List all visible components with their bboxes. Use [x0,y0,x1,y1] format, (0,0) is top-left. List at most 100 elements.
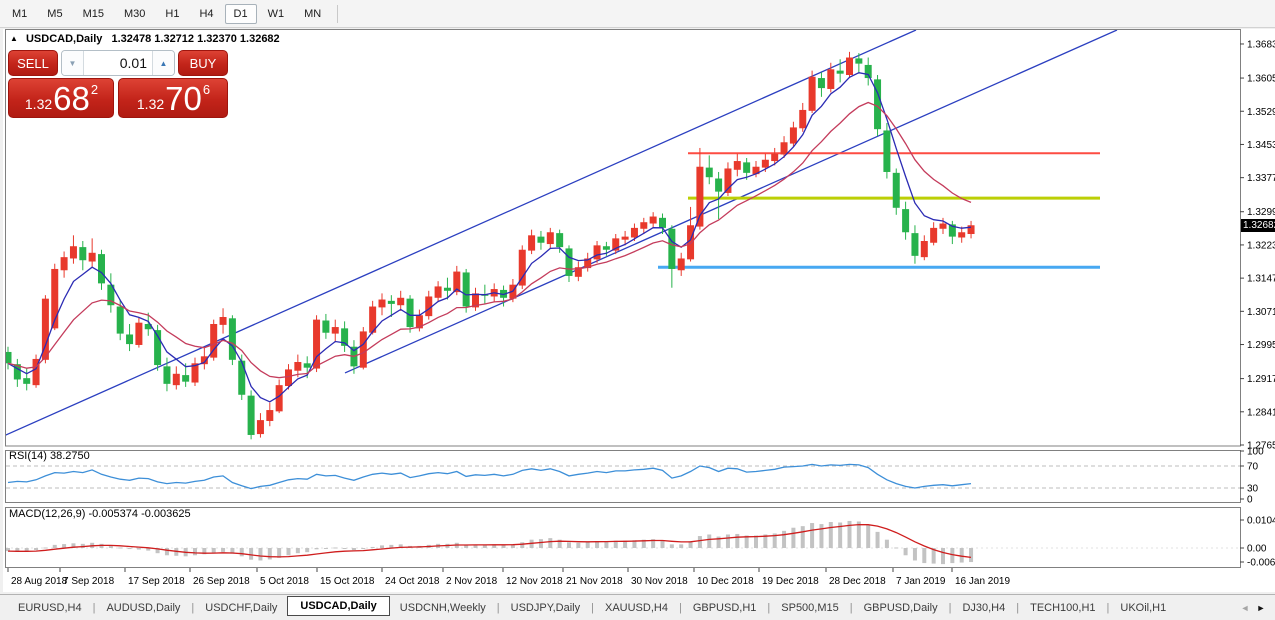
timeframe-m15[interactable]: M15 [82,7,104,20]
tab-separator: | [1016,601,1020,614]
candlesticks [6,51,975,440]
macd-signal-line [7,523,972,559]
toolbar-separator [337,4,339,23]
sell-price-panel[interactable]: 1.32 68 2 [8,78,114,118]
buy-price-panel[interactable]: 1.32 70 6 [118,78,228,118]
tab-separator: | [849,601,853,614]
timeframe-m1[interactable]: M1 [12,7,28,20]
volume-spinner: ▼ ▲ [61,50,175,76]
tab-separator: | [496,601,500,614]
svg-text:-0.006218: -0.006218 [1247,558,1275,569]
timeframe-m5[interactable]: M5 [47,7,63,20]
svg-text:16 Jan 2019: 16 Jan 2019 [955,576,1010,587]
symbol-name: USDCAD,Daily [25,33,103,45]
tab-sp500-m15[interactable]: SP500,M15 [781,601,839,614]
current-price-badge: 1.32682 [1241,219,1275,232]
svg-text:1.32230: 1.32230 [1247,240,1275,251]
svg-text:28 Aug 2018: 28 Aug 2018 [11,576,68,587]
tab-usdjpy-daily[interactable]: USDJPY,Daily [510,601,581,614]
svg-text:19 Dec 2018: 19 Dec 2018 [762,576,819,587]
volume-input[interactable] [84,51,152,75]
timeframe-w1[interactable]: W1 [267,7,285,20]
svg-text:1.27650: 1.27650 [1247,441,1275,452]
sell-price-big: 68 [53,80,90,117]
main-chart-layer [0,30,1118,440]
svg-text:30: 30 [1247,484,1259,495]
svg-text:1.31470: 1.31470 [1247,274,1275,285]
buy-price-small: 1.32 [136,96,165,112]
tab-usdcnh-weekly[interactable]: USDCNH,Weekly [399,601,486,614]
chart-title: ▲ USDCAD,Daily 1.32478 1.32712 1.32370 1… [10,33,280,45]
svg-text:10 Dec 2018: 10 Dec 2018 [697,576,754,587]
svg-text:26 Sep 2018: 26 Sep 2018 [193,576,250,587]
one-click-trading-widget: SELL ▼ ▲ BUY 1.32 68 2 1.32 70 6 [8,50,228,118]
svg-text:1.30710: 1.30710 [1247,307,1275,318]
channel-lower-trendline[interactable] [344,30,1118,374]
ma-slow-line [7,101,972,379]
rsi-pane [5,450,1241,503]
svg-text:0.00: 0.00 [1247,544,1267,555]
svg-text:5 Oct 2018: 5 Oct 2018 [260,576,309,587]
ohlc-quotes: 1.32478 1.32712 1.32370 1.32682 [111,33,280,45]
tab-ukoil-h1[interactable]: UKOil,H1 [1120,601,1167,614]
tabs-scroll-right-button[interactable]: ► [1256,602,1266,613]
macd-label: MACD(12,26,9) -0.005374 -0.003625 [9,508,191,520]
tab-eurusd-h4[interactable]: EURUSD,H4 [18,601,82,614]
tab-scroll-arrows: ◄ ► [1237,603,1275,613]
tab-gbpusd-daily[interactable]: GBPUSD,Daily [863,601,938,614]
macd-histogram [6,520,974,565]
svg-text:15 Oct 2018: 15 Oct 2018 [320,576,375,587]
svg-text:1.28410: 1.28410 [1247,407,1275,418]
svg-text:28 Dec 2018: 28 Dec 2018 [829,576,886,587]
timeframe-h1[interactable]: H1 [165,7,180,20]
svg-text:0: 0 [1247,495,1253,506]
channel-upper-trendline[interactable] [0,30,917,438]
svg-text:1.32990: 1.32990 [1247,207,1275,218]
collapse-triangle-icon[interactable]: ▲ [10,34,18,43]
timeframe-m30[interactable]: M30 [123,7,146,20]
tab-separator: | [1106,601,1110,614]
tab-gbpusd-h1[interactable]: GBPUSD,H1 [692,601,757,614]
svg-text:2 Nov 2018: 2 Nov 2018 [446,576,498,587]
svg-text:7 Jan 2019: 7 Jan 2019 [896,576,946,587]
rsi-label: RSI(14) 38.2750 [9,450,90,462]
svg-text:0.010474: 0.010474 [1247,516,1275,527]
svg-text:21 Nov 2018: 21 Nov 2018 [566,576,623,587]
tab-separator: | [678,601,682,614]
tab-xauusd-h4[interactable]: XAUUSD,H4 [605,601,668,614]
volume-decrease-button[interactable]: ▼ [62,51,84,75]
sell-button[interactable]: SELL [8,50,58,76]
volume-increase-button[interactable]: ▲ [152,51,174,75]
svg-text:1.33770: 1.33770 [1247,173,1275,184]
svg-text:1.29950: 1.29950 [1247,340,1275,351]
rsi-line [7,463,972,490]
svg-text:12 Nov 2018: 12 Nov 2018 [506,576,563,587]
price-axis[interactable]: 1.36830 1.36050 1.35290 1.34530 1.33770 1.329… [1240,39,1275,452]
tab-dj30-h4[interactable]: DJ30,H4 [962,601,1006,614]
timeframe-mn[interactable]: MN [304,7,322,20]
tab-separator: | [92,601,96,614]
tab-tech100-h1[interactable]: TECH100,H1 [1030,601,1096,614]
svg-text:1.36050: 1.36050 [1247,74,1275,85]
tab-separator: | [191,601,195,614]
tab-usdchf-daily[interactable]: USDCHF,Daily [205,601,278,614]
svg-text:24 Oct 2018: 24 Oct 2018 [385,576,440,587]
tab-usdcad-daily[interactable]: USDCAD,Daily [287,596,390,616]
indicator-axis: 100 70 300 0.010474 0.00 -0.006218 [1240,447,1275,569]
timeframe-toolbar: M1 M5 M15 M30 H1 H4 D1 W1 MN [0,0,1275,28]
ma-fast-line [7,72,972,403]
buy-button[interactable]: BUY [178,50,228,76]
sell-price-small: 1.32 [24,96,53,112]
tab-separator: | [591,601,594,614]
tab-separator: | [948,601,952,614]
buy-price-sup: 6 [202,82,211,97]
timeframe-d1[interactable]: D1 [224,3,257,24]
tab-separator: | [767,601,771,614]
timeframe-h4[interactable]: H4 [199,7,214,20]
tabs-scroll-left-button[interactable]: ◄ [1240,602,1250,613]
svg-text:1.29170: 1.29170 [1247,374,1275,385]
macd-pane [5,507,1241,568]
tab-audusd-daily[interactable]: AUDUSD,Daily [106,601,181,614]
